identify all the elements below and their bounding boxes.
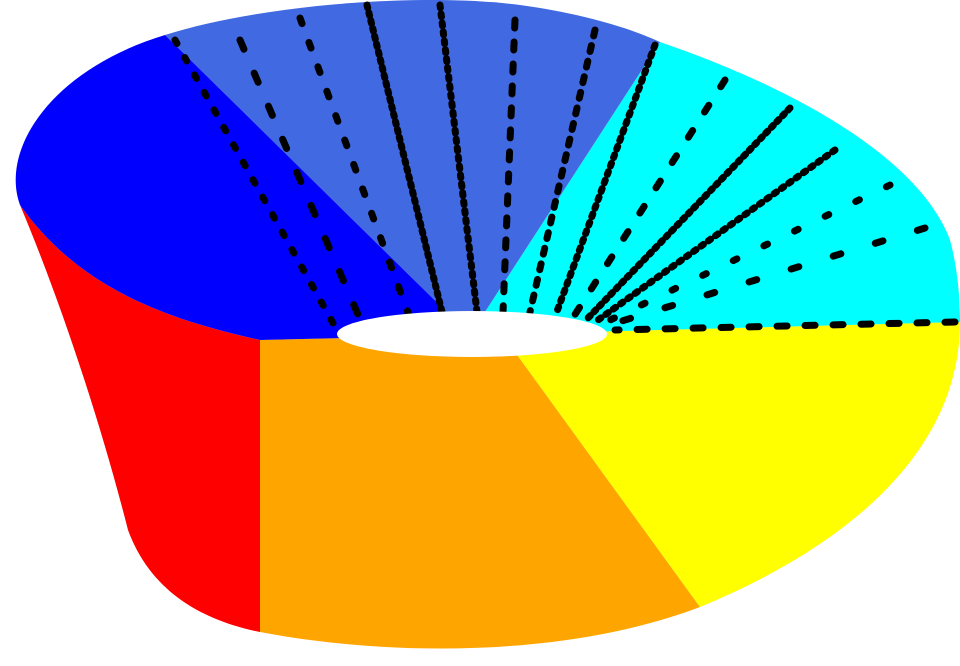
dotted-line bbox=[171, 36, 342, 336]
dotted-line bbox=[363, 1, 446, 316]
dotted-line bbox=[526, 26, 599, 316]
dotted-line bbox=[608, 224, 929, 328]
dotted-line bbox=[499, 16, 519, 316]
blue-sector bbox=[15, 35, 471, 340]
dotted-line bbox=[436, 1, 481, 316]
dotted-lines bbox=[171, 1, 959, 336]
dotted-line bbox=[236, 36, 366, 328]
red-face bbox=[20, 205, 260, 632]
royalblue-sector bbox=[165, 0, 660, 335]
dotted-line bbox=[594, 146, 839, 324]
ring-hole bbox=[337, 311, 607, 357]
dotted-line bbox=[611, 318, 959, 334]
orange-face bbox=[260, 335, 700, 649]
dotted-line bbox=[584, 104, 794, 322]
dotted-line bbox=[552, 41, 659, 318]
yellow-face bbox=[470, 322, 960, 607]
dotted-line bbox=[296, 14, 414, 322]
